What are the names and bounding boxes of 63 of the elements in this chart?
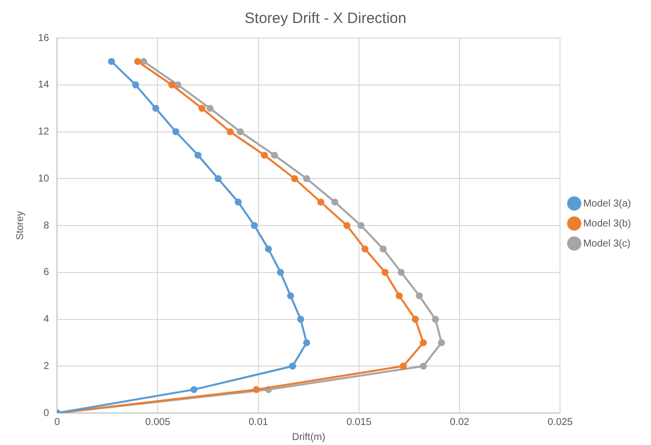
point	[416, 292, 423, 300]
point	[108, 58, 115, 65]
point	[297, 316, 304, 323]
x-axis-title: Drift(m)	[292, 432, 326, 443]
point	[270, 152, 278, 159]
point	[168, 81, 176, 88]
point	[250, 222, 258, 229]
y-tick-label: 10	[38, 173, 50, 184]
point	[236, 128, 244, 136]
legend-label: Model 3(c)	[583, 238, 630, 250]
y-tick-label: 6	[44, 267, 50, 278]
point	[260, 152, 268, 159]
point	[264, 245, 272, 252]
point	[380, 245, 387, 252]
y-tick-label: 2	[44, 360, 50, 372]
point	[289, 362, 296, 370]
point	[396, 292, 403, 300]
point	[343, 222, 350, 229]
x-tick-label: 0.025	[548, 416, 574, 428]
point	[420, 362, 427, 370]
point	[194, 152, 202, 159]
y-tick-label: 4	[44, 314, 50, 325]
legend-label: Model 3(a)	[583, 198, 632, 210]
y-tick-label: 12	[38, 126, 50, 138]
point	[134, 58, 142, 65]
x-tick-label: 0.02	[450, 416, 470, 428]
y-tick-label: 14	[38, 80, 50, 91]
legend-label: Model 3(b)	[583, 218, 632, 230]
point	[362, 245, 369, 252]
point	[331, 198, 338, 206]
y-axis-title: Storey	[14, 211, 26, 240]
y-tick-label: 8	[44, 220, 50, 232]
x-tick-label: 0.015	[346, 416, 372, 428]
x-tick-label: 0.01	[248, 416, 269, 428]
point	[438, 339, 445, 346]
point	[152, 104, 160, 112]
y-tick-label: 16	[38, 32, 50, 44]
point	[252, 386, 260, 394]
point	[234, 198, 242, 206]
point	[398, 268, 405, 276]
point	[198, 104, 206, 112]
point	[382, 268, 389, 276]
point	[190, 386, 198, 394]
x-tick-label: 0.005	[145, 416, 171, 428]
y-tick-label: 0	[44, 408, 50, 419]
point	[317, 198, 324, 206]
point	[172, 128, 180, 136]
point	[303, 175, 310, 182]
point	[357, 222, 364, 229]
point	[291, 175, 298, 182]
point	[400, 362, 407, 370]
point	[303, 339, 310, 346]
point	[226, 128, 234, 136]
x-tick-label: 0	[54, 416, 60, 428]
point	[287, 292, 294, 300]
point	[206, 104, 214, 112]
point	[432, 316, 439, 323]
point	[420, 339, 427, 346]
point	[132, 81, 140, 88]
point	[214, 175, 222, 182]
point	[412, 316, 419, 323]
chart-title: Storey Drift - X Direction	[244, 10, 406, 28]
point	[276, 268, 284, 276]
